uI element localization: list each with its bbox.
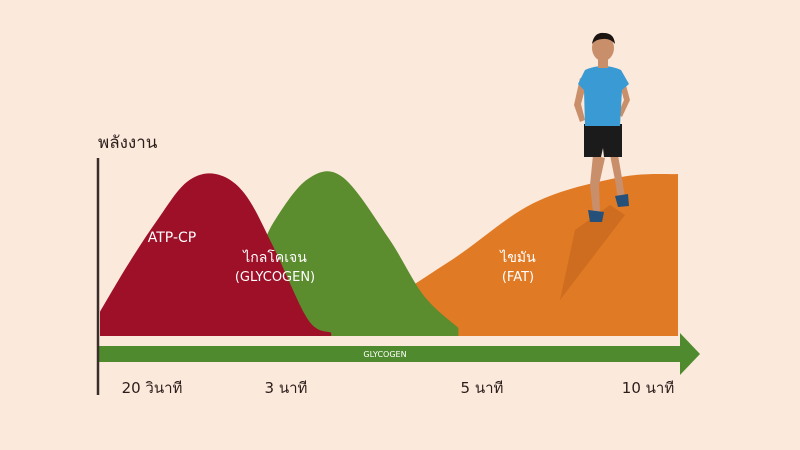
series-label-fat-sub: (FAT)	[502, 270, 534, 285]
series-label-glycogen-sub: (GLYCOGEN)	[235, 270, 315, 285]
x-tick-label: 3 นาที	[265, 379, 308, 397]
x-tick-label: 10 นาที	[622, 379, 674, 397]
area-atp-cp	[100, 173, 332, 336]
y-axis-label: พลังงาน	[98, 133, 158, 153]
x-tick-label: 5 นาที	[461, 379, 504, 397]
series-label-fat: ไขมัน	[499, 249, 536, 266]
area-glycogen	[128, 171, 459, 336]
glycogen-arrow-label: GLYCOGEN	[363, 350, 406, 359]
series-label-atp-cp: ATP-CP	[148, 230, 196, 246]
runner-icon	[560, 32, 630, 300]
series-label-glycogen: ไกลโคเจน	[242, 249, 307, 266]
glycogen-baseline-arrow: GLYCOGEN	[98, 333, 700, 375]
area-series-group	[100, 171, 678, 336]
x-tick-label: 20 วินาที	[122, 379, 183, 397]
area-fat	[100, 173, 678, 336]
